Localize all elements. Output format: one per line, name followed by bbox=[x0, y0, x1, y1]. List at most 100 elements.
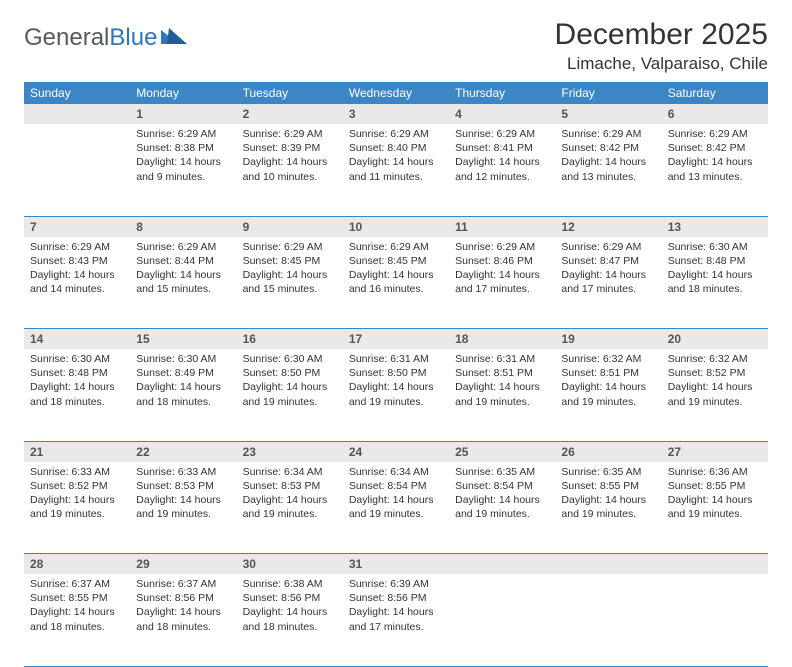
daynum-row: 14151617181920 bbox=[24, 329, 768, 350]
daynum-row: 21222324252627 bbox=[24, 441, 768, 462]
weekday-header: Saturday bbox=[662, 82, 768, 104]
daynum-cell: 13 bbox=[662, 216, 768, 237]
daylight-line: Daylight: 14 hours and 18 minutes. bbox=[30, 605, 124, 633]
daynum-cell bbox=[24, 104, 130, 124]
sunrise-line: Sunrise: 6:29 AM bbox=[455, 127, 549, 141]
sunrise-line: Sunrise: 6:30 AM bbox=[243, 352, 337, 366]
sunrise-line: Sunrise: 6:35 AM bbox=[455, 465, 549, 479]
sunrise-line: Sunrise: 6:30 AM bbox=[136, 352, 230, 366]
day-number: 6 bbox=[662, 104, 768, 124]
daynum-cell: 9 bbox=[237, 216, 343, 237]
day-body: Sunrise: 6:35 AMSunset: 8:54 PMDaylight:… bbox=[449, 462, 555, 528]
sunrise-line: Sunrise: 6:34 AM bbox=[243, 465, 337, 479]
day-cell: Sunrise: 6:36 AMSunset: 8:55 PMDaylight:… bbox=[662, 462, 768, 554]
day-number: 25 bbox=[449, 442, 555, 462]
day-number: 16 bbox=[237, 329, 343, 349]
daylight-line: Daylight: 14 hours and 18 minutes. bbox=[243, 605, 337, 633]
daylight-line: Daylight: 14 hours and 17 minutes. bbox=[349, 605, 443, 633]
week-row: Sunrise: 6:29 AMSunset: 8:43 PMDaylight:… bbox=[24, 237, 768, 329]
logo-word-2: Blue bbox=[109, 24, 157, 51]
daylight-line: Daylight: 14 hours and 19 minutes. bbox=[668, 380, 762, 408]
day-cell: Sunrise: 6:32 AMSunset: 8:51 PMDaylight:… bbox=[555, 349, 661, 441]
day-body: Sunrise: 6:32 AMSunset: 8:52 PMDaylight:… bbox=[662, 349, 768, 415]
daynum-cell: 22 bbox=[130, 441, 236, 462]
daynum-row: 28293031 bbox=[24, 554, 768, 575]
day-body: Sunrise: 6:37 AMSunset: 8:56 PMDaylight:… bbox=[130, 574, 236, 640]
day-cell: Sunrise: 6:30 AMSunset: 8:48 PMDaylight:… bbox=[24, 349, 130, 441]
day-cell: Sunrise: 6:31 AMSunset: 8:50 PMDaylight:… bbox=[343, 349, 449, 441]
day-cell: Sunrise: 6:29 AMSunset: 8:39 PMDaylight:… bbox=[237, 124, 343, 216]
day-cell: Sunrise: 6:37 AMSunset: 8:55 PMDaylight:… bbox=[24, 574, 130, 666]
day-body: Sunrise: 6:29 AMSunset: 8:44 PMDaylight:… bbox=[130, 237, 236, 303]
daynum-cell: 11 bbox=[449, 216, 555, 237]
sunset-line: Sunset: 8:56 PM bbox=[243, 591, 337, 605]
daylight-line: Daylight: 14 hours and 18 minutes. bbox=[136, 605, 230, 633]
day-number: 15 bbox=[130, 329, 236, 349]
sunset-line: Sunset: 8:45 PM bbox=[243, 254, 337, 268]
day-cell: Sunrise: 6:29 AMSunset: 8:47 PMDaylight:… bbox=[555, 237, 661, 329]
sunset-line: Sunset: 8:54 PM bbox=[455, 479, 549, 493]
day-body: Sunrise: 6:29 AMSunset: 8:42 PMDaylight:… bbox=[555, 124, 661, 190]
calendar-table: Sunday Monday Tuesday Wednesday Thursday… bbox=[24, 82, 768, 667]
daynum-cell: 21 bbox=[24, 441, 130, 462]
sunset-line: Sunset: 8:48 PM bbox=[668, 254, 762, 268]
daynum-cell: 25 bbox=[449, 441, 555, 462]
daynum-cell bbox=[555, 554, 661, 575]
day-number: 28 bbox=[24, 554, 130, 574]
daynum-cell: 27 bbox=[662, 441, 768, 462]
daynum-cell: 6 bbox=[662, 104, 768, 124]
day-body: Sunrise: 6:37 AMSunset: 8:55 PMDaylight:… bbox=[24, 574, 130, 640]
day-cell bbox=[662, 574, 768, 666]
sunrise-line: Sunrise: 6:29 AM bbox=[243, 240, 337, 254]
sunset-line: Sunset: 8:56 PM bbox=[349, 591, 443, 605]
day-body: Sunrise: 6:35 AMSunset: 8:55 PMDaylight:… bbox=[555, 462, 661, 528]
daynum-cell: 23 bbox=[237, 441, 343, 462]
daynum-cell: 12 bbox=[555, 216, 661, 237]
daylight-line: Daylight: 14 hours and 19 minutes. bbox=[561, 380, 655, 408]
daynum-cell: 7 bbox=[24, 216, 130, 237]
daylight-line: Daylight: 14 hours and 19 minutes. bbox=[243, 493, 337, 521]
sunrise-line: Sunrise: 6:29 AM bbox=[136, 240, 230, 254]
weekday-header: Tuesday bbox=[237, 82, 343, 104]
daylight-line: Daylight: 14 hours and 19 minutes. bbox=[455, 380, 549, 408]
sunrise-line: Sunrise: 6:30 AM bbox=[668, 240, 762, 254]
daynum-cell: 20 bbox=[662, 329, 768, 350]
daylight-line: Daylight: 14 hours and 12 minutes. bbox=[455, 155, 549, 183]
sunrise-line: Sunrise: 6:33 AM bbox=[136, 465, 230, 479]
day-number: 4 bbox=[449, 104, 555, 124]
day-body: Sunrise: 6:31 AMSunset: 8:50 PMDaylight:… bbox=[343, 349, 449, 415]
sunrise-line: Sunrise: 6:29 AM bbox=[668, 127, 762, 141]
page-title: December 2025 bbox=[555, 18, 768, 52]
location: Limache, Valparaiso, Chile bbox=[555, 54, 768, 74]
day-number: 7 bbox=[24, 217, 130, 237]
sunset-line: Sunset: 8:51 PM bbox=[561, 366, 655, 380]
sunrise-line: Sunrise: 6:29 AM bbox=[349, 127, 443, 141]
day-body: Sunrise: 6:32 AMSunset: 8:51 PMDaylight:… bbox=[555, 349, 661, 415]
day-body: Sunrise: 6:39 AMSunset: 8:56 PMDaylight:… bbox=[343, 574, 449, 640]
daynum-cell: 8 bbox=[130, 216, 236, 237]
day-number bbox=[24, 104, 130, 124]
day-body: Sunrise: 6:29 AMSunset: 8:39 PMDaylight:… bbox=[237, 124, 343, 190]
title-block: December 2025 Limache, Valparaiso, Chile bbox=[555, 18, 768, 74]
weekday-header: Wednesday bbox=[343, 82, 449, 104]
day-body: Sunrise: 6:30 AMSunset: 8:49 PMDaylight:… bbox=[130, 349, 236, 415]
sunset-line: Sunset: 8:45 PM bbox=[349, 254, 443, 268]
daylight-line: Daylight: 14 hours and 15 minutes. bbox=[243, 268, 337, 296]
day-number: 13 bbox=[662, 217, 768, 237]
sunrise-line: Sunrise: 6:37 AM bbox=[136, 577, 230, 591]
daynum-cell: 15 bbox=[130, 329, 236, 350]
day-cell: Sunrise: 6:29 AMSunset: 8:45 PMDaylight:… bbox=[237, 237, 343, 329]
daylight-line: Daylight: 14 hours and 19 minutes. bbox=[455, 493, 549, 521]
sunrise-line: Sunrise: 6:29 AM bbox=[349, 240, 443, 254]
day-cell bbox=[449, 574, 555, 666]
sunset-line: Sunset: 8:41 PM bbox=[455, 141, 549, 155]
day-body: Sunrise: 6:36 AMSunset: 8:55 PMDaylight:… bbox=[662, 462, 768, 528]
day-cell: Sunrise: 6:29 AMSunset: 8:38 PMDaylight:… bbox=[130, 124, 236, 216]
day-number bbox=[449, 554, 555, 574]
day-body: Sunrise: 6:29 AMSunset: 8:47 PMDaylight:… bbox=[555, 237, 661, 303]
daynum-cell: 5 bbox=[555, 104, 661, 124]
day-cell: Sunrise: 6:30 AMSunset: 8:50 PMDaylight:… bbox=[237, 349, 343, 441]
sunset-line: Sunset: 8:39 PM bbox=[243, 141, 337, 155]
logo-word-1: General bbox=[24, 24, 109, 51]
daynum-cell: 29 bbox=[130, 554, 236, 575]
